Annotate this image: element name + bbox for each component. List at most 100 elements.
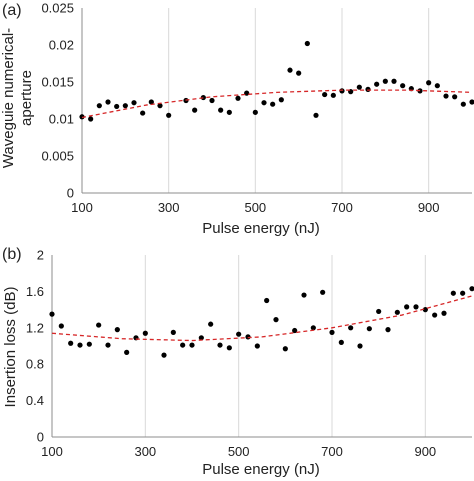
panel-a-data-point xyxy=(140,110,146,116)
panel-a-ytick-label: 0.025 xyxy=(41,1,74,16)
panel-b-data-point xyxy=(394,309,400,315)
panel-a-data-point xyxy=(157,103,163,109)
panel-b-data-point xyxy=(441,310,447,316)
panel-b-data-point xyxy=(49,311,55,317)
panel-a-data-point xyxy=(278,97,284,103)
panel-a-data-point xyxy=(443,93,449,99)
panel-a-data-point xyxy=(330,92,336,98)
panel-a-data-point xyxy=(304,40,310,47)
panel-b-ytick-label: 0.4 xyxy=(26,393,44,408)
panel-a-data-point xyxy=(218,107,224,113)
panel-b-data-point xyxy=(105,342,111,348)
panel-a-data-point xyxy=(105,99,111,105)
panel-a-data-point xyxy=(374,81,380,87)
panel-a-ytick-label: 0 xyxy=(67,186,74,201)
panel-a-data-point xyxy=(200,94,206,101)
panel-a-data-point xyxy=(88,116,94,122)
panel-a-data-point xyxy=(131,100,137,106)
panel-b-data-point xyxy=(329,329,335,335)
panel-b-data-point xyxy=(301,292,307,298)
panel-a-data-point xyxy=(148,99,154,105)
panel-a-ylabel-line-1: Waveguie numerical- xyxy=(0,28,17,168)
panel-a-data-point xyxy=(426,80,432,86)
panel-a-data-point xyxy=(96,103,102,109)
panel-a-data-point xyxy=(356,84,362,90)
panel-a-data-point xyxy=(244,90,250,96)
panel-b-data-point xyxy=(292,327,298,334)
panel-a-label: (a) xyxy=(2,2,22,19)
panel-a-data-point xyxy=(382,78,388,84)
panel-a-data-point xyxy=(252,109,258,115)
panel-b-ytick-label: 0.8 xyxy=(26,357,44,372)
panel-b-data-point xyxy=(366,326,372,332)
panel-a-chart: (a) Waveguie numerical- aperture Pulse e… xyxy=(0,1,474,237)
panel-a-ylabel-line-2: aperture xyxy=(18,70,35,126)
panel-b-data-point xyxy=(432,312,438,318)
panel-a-data-point xyxy=(79,114,85,120)
panel-b-ylabel: Insertion loss (dB) xyxy=(2,287,19,408)
panel-b-data-point xyxy=(460,290,466,296)
panel-a-ytick-label: 0.02 xyxy=(49,38,74,53)
panel-a-xtick-label: 900 xyxy=(418,200,440,215)
panel-a-data-point xyxy=(209,97,215,104)
panel-a-data-point xyxy=(365,86,371,92)
panel-b-data-point xyxy=(180,342,186,348)
panel-b-data-point xyxy=(404,304,410,310)
panel-a-xtick-label: 300 xyxy=(158,200,180,215)
panel-b-xtick-label: 500 xyxy=(228,444,250,459)
panel-a-xtick-label: 500 xyxy=(244,200,266,215)
panel-b-data-point xyxy=(96,322,102,328)
panel-b-data-point xyxy=(198,335,204,341)
panel-b-data-point xyxy=(114,327,120,333)
panel-a-xlabel: Pulse energy (nJ) xyxy=(202,220,320,237)
panel-b-xtick-label: 700 xyxy=(321,444,343,459)
panel-b-ytick-label: 0 xyxy=(37,430,44,445)
panel-b-data-point xyxy=(58,323,64,329)
panel-b-chart: (b) Insertion loss (dB) Pulse energy (nJ… xyxy=(2,246,474,478)
panel-b-data-point xyxy=(161,352,167,358)
panel-b-xtick-label: 100 xyxy=(41,444,63,459)
panel-b-data-point xyxy=(170,329,176,335)
panel-b-xlabel: Pulse energy (nJ) xyxy=(202,461,320,478)
panel-b-data-point xyxy=(86,341,92,347)
panel-b-data-point xyxy=(217,342,223,348)
panel-a-ytick-label: 0.01 xyxy=(49,112,74,127)
panel-b-data-point xyxy=(320,289,326,295)
panel-b-xtick-label: 900 xyxy=(414,444,436,459)
panel-a-data-point xyxy=(114,103,120,110)
panel-b-data-point xyxy=(189,342,195,348)
panel-b-data-point xyxy=(450,290,456,296)
panel-b-label: (b) xyxy=(2,246,22,263)
panel-a-ytick-label: 0.005 xyxy=(41,149,74,164)
panel-b-ytick-label: 2 xyxy=(37,248,44,263)
panel-b-data-point xyxy=(254,343,260,349)
panel-b-data-point xyxy=(385,327,391,333)
panel-a-ytick-label: 0.015 xyxy=(41,75,74,90)
panel-b-data-point xyxy=(376,308,382,315)
panel-b-trend-line xyxy=(51,295,473,342)
panel-b-data-point xyxy=(208,321,214,327)
panel-a-data-point xyxy=(122,103,128,109)
panel-b-data-point xyxy=(236,331,242,337)
panel-a-data-point xyxy=(192,107,198,113)
panel-b-xtick-label: 300 xyxy=(134,444,156,459)
panel-a-data-point xyxy=(235,95,241,101)
panel-b-data-point xyxy=(338,339,344,345)
panel-b-data-point xyxy=(68,340,74,346)
panel-a-trend-line xyxy=(81,89,473,119)
panel-b-data-point xyxy=(273,317,279,323)
panel-b-data-point xyxy=(282,346,288,352)
panel-a-data-point xyxy=(460,101,466,107)
panel-a-data-point xyxy=(270,101,276,107)
panel-a-data-point xyxy=(391,78,397,84)
panel-b-data-point xyxy=(77,342,83,348)
panel-a-data-point xyxy=(339,88,345,94)
panel-a-data-point xyxy=(261,100,267,106)
panel-a-data-point xyxy=(313,112,319,118)
panel-b-data-point xyxy=(310,325,316,331)
panel-a-data-point xyxy=(434,83,440,89)
panel-a-data-point xyxy=(469,99,474,105)
panel-a-data-point xyxy=(452,94,458,100)
panel-b-data-point xyxy=(422,307,428,313)
